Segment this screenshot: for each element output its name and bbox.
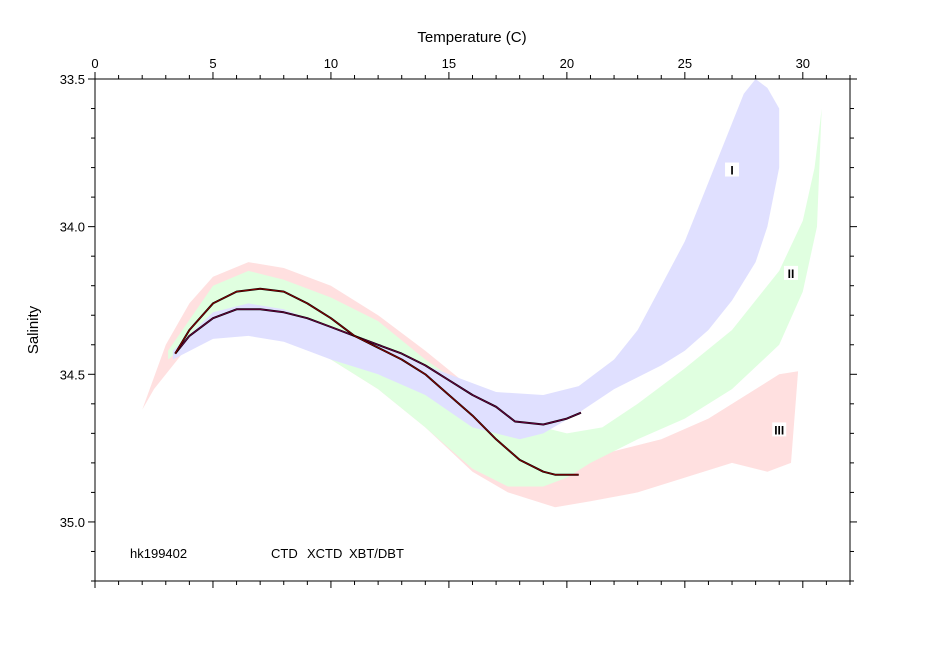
region-label-bg [784,265,799,280]
y-tick-label: 34.5 [60,367,85,382]
y-tick-label: 35.0 [60,515,85,530]
x-tick-label: 10 [324,56,338,71]
region-i-band [172,79,780,440]
legend-xctd: XCTD [307,546,342,561]
region-label-bg [725,162,740,177]
water-mass-regions [142,79,822,508]
x-tick-label: 0 [91,56,98,71]
region-label-iii: III [774,423,784,437]
x-tick-label: 20 [560,56,574,71]
legend-xbt: XBT/DBT [349,546,404,561]
region-label-i: I [730,164,733,178]
profile-2 [174,288,579,476]
x-tick-label: 15 [442,56,456,71]
x-tick-label: 30 [796,56,810,71]
profile-curves [174,287,582,476]
y-tick-label: 34.0 [60,220,85,235]
station-id: hk199402 [130,546,187,561]
y-axis-title: Salinity [25,305,42,354]
region-label-ii: II [788,267,795,281]
legend-ctd: CTD [271,546,298,561]
region-label-bg [772,422,787,437]
x-tick-label: 5 [209,56,216,71]
axes: 0 5 10 15 20 25 30 33.5 34.0 34.5 35.0 [60,56,857,588]
x-axis-title: Temperature (C) [417,29,526,46]
x-tick-label: 25 [678,56,692,71]
profile-1 [174,308,582,425]
y-tick-label: 33.5 [60,72,85,87]
region-ii-band [168,108,822,487]
